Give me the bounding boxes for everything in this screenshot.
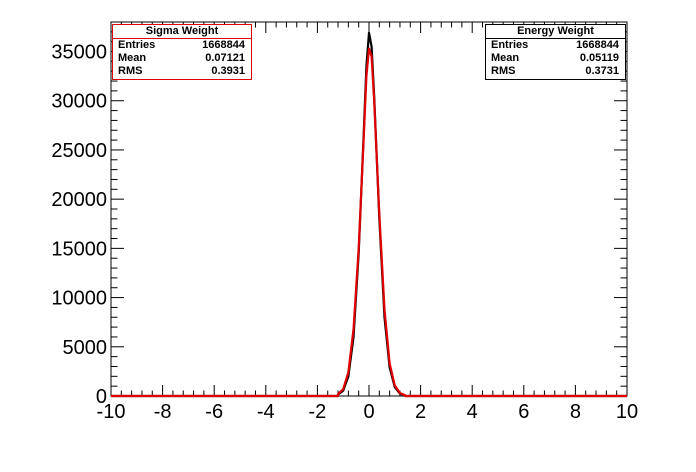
- y-tick-labels: 0 5000 10000 15000 20000 25000 30000 35000: [51, 42, 107, 408]
- stat-value: 0.05119: [579, 52, 619, 64]
- x-tick-label: 6: [518, 401, 529, 423]
- stat-row-rms: RMS 0.3931: [113, 65, 251, 78]
- stat-label: RMS: [118, 65, 143, 77]
- y-tick-label: 30000: [51, 91, 107, 113]
- stat-row-entries: Entries 1668844: [113, 39, 251, 52]
- stat-label: RMS: [491, 65, 516, 77]
- x-tick-label: -6: [205, 401, 223, 423]
- y-tick-label: 35000: [51, 42, 107, 64]
- x-tick-label: 4: [467, 401, 478, 423]
- y-tick-label: 5000: [63, 337, 108, 359]
- x-tick-label: -8: [154, 401, 172, 423]
- x-tick-label: -10: [97, 401, 126, 423]
- stat-row-mean: Mean 0.07121: [113, 52, 251, 65]
- y-tick-label: 15000: [51, 238, 107, 260]
- stat-value: 0.3931: [211, 65, 245, 77]
- stat-value: 0.07121: [205, 52, 245, 64]
- stat-label: Entries: [491, 39, 529, 51]
- x-tick-label: 2: [415, 401, 426, 423]
- x-tick-label: 8: [570, 401, 581, 423]
- sigma-weight-title: Sigma Weight: [113, 25, 251, 39]
- x-tick-label: -4: [257, 401, 275, 423]
- stat-row-entries: Entries 1668844: [486, 39, 625, 52]
- stat-value: 1668844: [576, 39, 619, 51]
- x-tick-label: -2: [309, 401, 327, 423]
- energy-weight-title: Energy Weight: [486, 25, 625, 39]
- stat-row-mean: Mean 0.05119: [486, 52, 625, 65]
- series-line: [111, 31, 627, 398]
- stat-value: 0.3731: [585, 65, 619, 77]
- y-tick-label: 20000: [51, 189, 107, 211]
- sigma-weight-stat-box: Sigma Weight Entries 1668844 Mean 0.0712…: [112, 24, 252, 80]
- stat-row-rms: RMS 0.3731: [486, 65, 625, 78]
- stat-label: Mean: [491, 52, 520, 64]
- stat-label: Mean: [118, 52, 147, 64]
- x-tick-label: 0: [363, 401, 374, 423]
- y-tick-label: 25000: [51, 140, 107, 162]
- x-tick-label: 10: [616, 401, 638, 423]
- energy-weight-stat-box: Energy Weight Entries 1668844 Mean 0.051…: [485, 24, 626, 80]
- series-line: [111, 47, 627, 398]
- stat-label: Entries: [118, 39, 156, 51]
- x-tick-labels: -10 -8 -6 -4 -2 0 2 4 6 8 10: [97, 401, 639, 423]
- y-tick-label: 10000: [51, 288, 107, 310]
- histogram-curves: [111, 31, 627, 398]
- y-tick-label: 0: [96, 386, 107, 408]
- stat-value: 1668844: [202, 39, 245, 51]
